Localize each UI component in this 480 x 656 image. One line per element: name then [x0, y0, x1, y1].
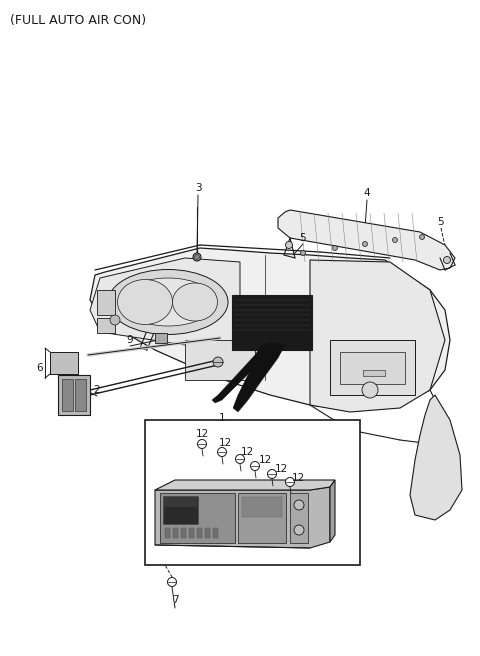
Circle shape [333, 245, 337, 251]
Bar [155, 333, 167, 343]
Circle shape [168, 577, 177, 586]
Circle shape [286, 478, 295, 487]
Ellipse shape [118, 279, 172, 325]
Bar [213, 528, 218, 538]
Circle shape [236, 455, 244, 464]
Bar [62, 379, 73, 411]
Circle shape [110, 315, 120, 325]
Circle shape [267, 470, 276, 478]
Circle shape [217, 447, 227, 457]
Circle shape [362, 241, 368, 247]
Bar [232, 295, 312, 350]
Text: 12: 12 [291, 473, 305, 483]
Text: 1: 1 [219, 413, 225, 423]
Text: 12: 12 [195, 429, 209, 439]
Circle shape [300, 251, 305, 255]
Bar [164, 497, 197, 507]
Bar [75, 379, 86, 411]
Text: (FULL AUTO AIR CON): (FULL AUTO AIR CON) [10, 14, 146, 27]
Bar [97, 290, 115, 315]
Bar [173, 528, 178, 538]
Circle shape [294, 500, 304, 510]
Polygon shape [155, 487, 330, 548]
Text: 12: 12 [218, 438, 232, 448]
Bar [242, 497, 282, 517]
Polygon shape [90, 258, 240, 345]
Ellipse shape [120, 278, 216, 326]
Bar [181, 528, 186, 538]
Bar [363, 370, 385, 376]
Bar [290, 493, 308, 543]
Circle shape [194, 255, 200, 260]
Text: 5: 5 [438, 217, 444, 227]
Bar [160, 493, 235, 543]
Circle shape [197, 440, 206, 449]
Bar [340, 352, 405, 384]
Circle shape [213, 357, 223, 367]
Text: 5: 5 [300, 233, 306, 243]
Bar [238, 493, 286, 543]
Polygon shape [310, 260, 445, 412]
Bar [189, 528, 194, 538]
Circle shape [444, 256, 451, 264]
Bar [185, 340, 255, 380]
Bar [97, 318, 115, 333]
Bar [145, 420, 360, 565]
Text: 12: 12 [258, 455, 272, 465]
Text: 6: 6 [36, 363, 43, 373]
Polygon shape [278, 210, 455, 270]
Bar [197, 528, 202, 538]
Text: 2: 2 [94, 385, 100, 395]
Text: 4: 4 [364, 188, 370, 198]
Bar [163, 496, 198, 524]
Polygon shape [410, 395, 462, 520]
Bar [205, 528, 210, 538]
Polygon shape [212, 343, 278, 403]
Bar [58, 375, 90, 415]
Polygon shape [155, 480, 335, 490]
Bar [50, 352, 78, 374]
Text: 12: 12 [275, 464, 288, 474]
Circle shape [294, 525, 304, 535]
Ellipse shape [172, 283, 217, 321]
Text: 9: 9 [127, 335, 133, 345]
Polygon shape [233, 343, 285, 412]
Text: 12: 12 [240, 447, 253, 457]
Polygon shape [90, 248, 450, 410]
Circle shape [286, 241, 292, 249]
Circle shape [393, 237, 397, 243]
Ellipse shape [108, 270, 228, 335]
Circle shape [251, 462, 260, 470]
Bar [165, 528, 170, 538]
Circle shape [420, 234, 424, 239]
Polygon shape [330, 480, 335, 542]
Text: 3: 3 [195, 183, 201, 193]
Bar [330, 340, 415, 395]
Circle shape [362, 382, 378, 398]
Text: 7: 7 [172, 595, 178, 605]
Circle shape [193, 253, 201, 261]
